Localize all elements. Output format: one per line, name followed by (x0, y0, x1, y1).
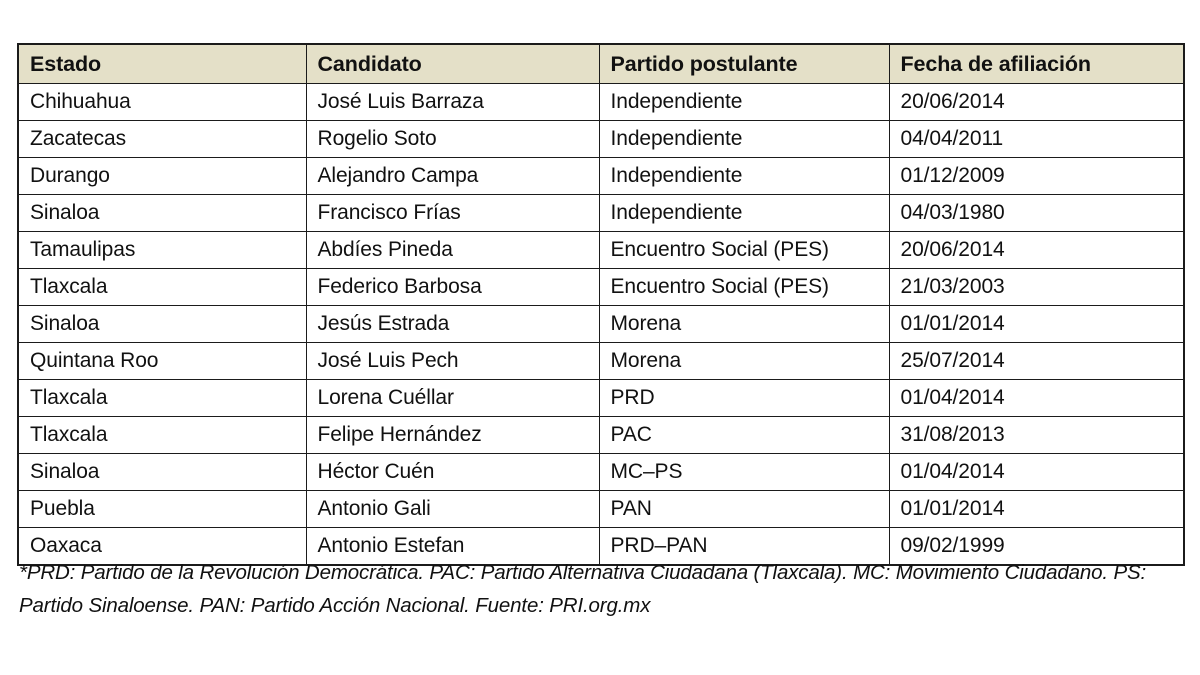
column-header-partido: Partido postulante (598, 43, 890, 84)
table-row: Sinaloa Héctor Cuén MC–PS 01/04/2014 (17, 453, 1185, 491)
cell-candidato: José Luis Barraza (305, 83, 600, 121)
cell-estado: Puebla (17, 490, 307, 528)
cell-partido: Encuentro Social (PES) (598, 268, 890, 306)
cell-partido: MC–PS (598, 453, 890, 491)
cell-partido: Morena (598, 342, 890, 380)
cell-partido: PRD–PAN (598, 527, 890, 566)
table-row: Sinaloa Francisco Frías Independiente 04/03… (17, 194, 1185, 232)
cell-candidato: Héctor Cuén (305, 453, 600, 491)
cell-partido: PRD (598, 379, 890, 417)
cell-estado: Quintana Roo (17, 342, 307, 380)
cell-fecha: 20/06/2014 (888, 231, 1185, 269)
table-row: Puebla Antonio Gali PAN 01/01/2014 (17, 490, 1185, 528)
cell-estado: Sinaloa (17, 194, 307, 232)
cell-partido: PAN (598, 490, 890, 528)
cell-estado: Oaxaca (17, 527, 307, 566)
cell-estado: Tlaxcala (17, 268, 307, 306)
cell-estado: Zacatecas (17, 120, 307, 158)
cell-candidato: Jesús Estrada (305, 305, 600, 343)
cell-candidato: Francisco Frías (305, 194, 600, 232)
cell-fecha: 01/12/2009 (888, 157, 1185, 195)
cell-partido: Independiente (598, 120, 890, 158)
cell-fecha: 21/03/2003 (888, 268, 1185, 306)
cell-candidato: Antonio Gali (305, 490, 600, 528)
column-header-estado: Estado (17, 43, 307, 84)
cell-partido: PAC (598, 416, 890, 454)
cell-fecha: 01/01/2014 (888, 305, 1185, 343)
cell-fecha: 04/04/2011 (888, 120, 1185, 158)
cell-candidato: Lorena Cuéllar (305, 379, 600, 417)
cell-fecha: 01/01/2014 (888, 490, 1185, 528)
cell-fecha: 09/02/1999 (888, 527, 1185, 566)
table-row: Zacatecas Rogelio Soto Independiente 04/04/… (17, 120, 1185, 158)
table-header: Estado Candidato Partido postulante Fech… (17, 43, 1185, 84)
cell-estado: Sinaloa (17, 453, 307, 491)
cell-fecha: 04/03/1980 (888, 194, 1185, 232)
affiliation-table: Estado Candidato Partido postulante Fech… (17, 43, 1185, 566)
cell-estado: Tlaxcala (17, 416, 307, 454)
cell-estado: Tlaxcala (17, 379, 307, 417)
cell-partido: Morena (598, 305, 890, 343)
affiliation-table-container: Estado Candidato Partido postulante Fech… (17, 43, 1185, 566)
cell-candidato: Felipe Hernández (305, 416, 600, 454)
table-row: Tamaulipas Abdíes Pineda Encuentro Social … (17, 231, 1185, 269)
column-header-candidato: Candidato (305, 43, 600, 84)
cell-fecha: 01/04/2014 (888, 379, 1185, 417)
cell-candidato: Abdíes Pineda (305, 231, 600, 269)
cell-candidato: José Luis Pech (305, 342, 600, 380)
cell-candidato: Alejandro Campa (305, 157, 600, 195)
table-header-row: Estado Candidato Partido postulante Fech… (17, 43, 1185, 84)
column-header-fecha: Fecha de afiliación (888, 43, 1185, 84)
cell-estado: Tamaulipas (17, 231, 307, 269)
cell-partido: Independiente (598, 83, 890, 121)
cell-estado: Sinaloa (17, 305, 307, 343)
table-body: Chihuahua José Luis Barraza Independiente 2… (17, 83, 1185, 566)
table-row: Quintana Roo José Luis Pech Morena 25/07/20… (17, 342, 1185, 380)
table-row: Tlaxcala Federico Barbosa Encuentro Social… (17, 268, 1185, 306)
table-footnote: *PRD: Partido de la Revolución Democráti… (19, 561, 1147, 617)
cell-partido: Encuentro Social (PES) (598, 231, 890, 269)
cell-fecha: 01/04/2014 (888, 453, 1185, 491)
cell-candidato: Federico Barbosa (305, 268, 600, 306)
cell-partido: Independiente (598, 157, 890, 195)
table-row: Chihuahua José Luis Barraza Independiente 2… (17, 83, 1185, 121)
table-row: Tlaxcala Lorena Cuéllar PRD 01/04/2014 (17, 379, 1185, 417)
cell-candidato: Rogelio Soto (305, 120, 600, 158)
cell-estado: Chihuahua (17, 83, 307, 121)
cell-fecha: 20/06/2014 (888, 83, 1185, 121)
cell-partido: Independiente (598, 194, 890, 232)
cell-fecha: 25/07/2014 (888, 342, 1185, 380)
table-row: Oaxaca Antonio Estefan PRD–PAN 09/02/1999 (17, 527, 1185, 566)
table-row: Tlaxcala Felipe Hernández PAC 31/08/2013 (17, 416, 1185, 454)
table-row: Sinaloa Jesús Estrada Morena 01/01/2014 (17, 305, 1185, 343)
cell-estado: Durango (17, 157, 307, 195)
cell-fecha: 31/08/2013 (888, 416, 1185, 454)
table-row: Durango Alejandro Campa Independiente 01/12… (17, 157, 1185, 195)
